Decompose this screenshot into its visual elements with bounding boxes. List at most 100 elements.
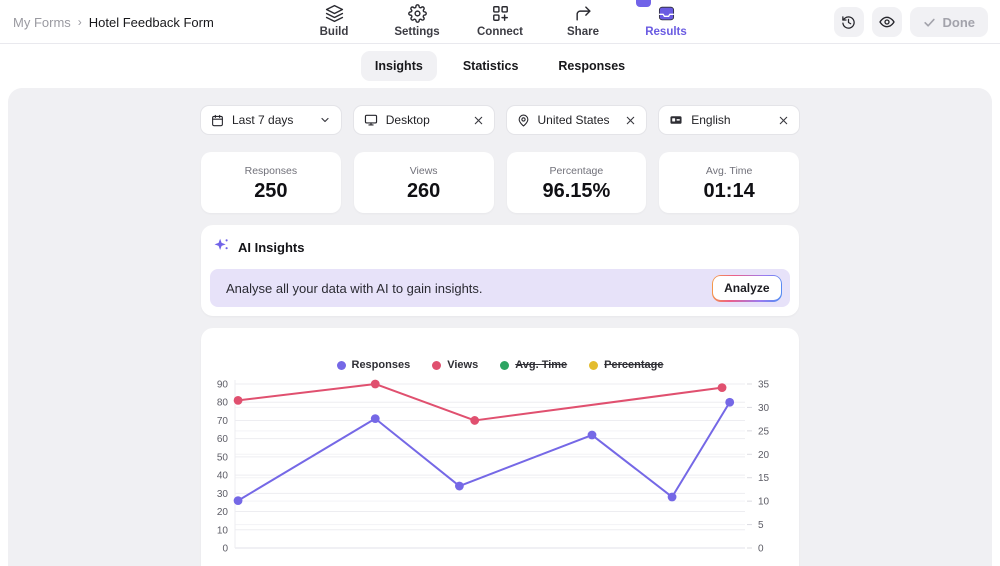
stat-card-percentage: Percentage 96.15%	[506, 152, 647, 213]
svg-text:20: 20	[217, 507, 229, 518]
grid-plus-icon	[491, 4, 510, 23]
topbar-actions: Done	[833, 7, 988, 37]
svg-text:35: 35	[758, 380, 770, 391]
sparkle-icon	[213, 237, 229, 258]
legend-item-percentage[interactable]: Percentage	[589, 359, 663, 371]
inbox-icon	[657, 4, 676, 23]
stat-card-views: Views 260	[353, 152, 494, 213]
close-icon[interactable]	[625, 115, 636, 126]
ai-insights-title: AI Insights	[238, 240, 305, 255]
svg-text:20: 20	[758, 450, 770, 461]
legend-dot-icon	[432, 360, 442, 370]
svg-text:40: 40	[217, 471, 229, 482]
analyze-button[interactable]: Analyze	[713, 276, 781, 300]
legend-label: Views	[447, 359, 479, 371]
chart-legend: Responses Views Avg. Time Percentage	[201, 328, 799, 371]
stats-row: Responses 250 Views 260 Percentage 96.15…	[201, 152, 799, 213]
breadcrumb-form-name: Hotel Feedback Form	[88, 14, 214, 30]
svg-text:30: 30	[758, 403, 770, 414]
map-pin-icon	[517, 114, 530, 127]
svg-text:25: 25	[758, 426, 770, 437]
results-tabs: Insights Statistics Responses	[0, 44, 1000, 88]
svg-text:90: 90	[217, 380, 229, 391]
check-icon	[923, 18, 935, 27]
filter-language-label: English	[691, 113, 731, 127]
svg-text:10: 10	[217, 525, 229, 536]
chevron-down-icon[interactable]	[319, 114, 331, 126]
calendar-icon	[211, 114, 224, 127]
ai-insights-header: AI Insights	[210, 237, 790, 258]
nav-label-build: Build	[319, 26, 349, 38]
tab-insights[interactable]: Insights	[360, 51, 437, 81]
nav-label-settings: Settings	[394, 26, 440, 38]
tab-statistics[interactable]: Statistics	[462, 59, 519, 73]
legend-dot-icon	[589, 360, 599, 370]
stat-value: 01:14	[703, 180, 755, 202]
legend-label: Percentage	[604, 359, 664, 371]
legend-dot-icon	[500, 360, 510, 370]
ai-insights-banner: Analyse all your data with AI to gain in…	[210, 269, 790, 307]
line-chart[interactable]: 0 10 20 30 40 50 60 70 80 90 0 5 10 15 20 25 30 35	[201, 376, 799, 566]
stat-label: Avg. Time	[705, 165, 753, 177]
stat-card-responses: Responses 250	[201, 152, 341, 213]
breadcrumb-separator-icon: ›	[77, 15, 82, 29]
top-navbar: My Forms › Hotel Feedback Form Build Set…	[0, 0, 1000, 44]
done-label: Done	[942, 14, 976, 30]
done-button[interactable]: Done	[909, 7, 988, 37]
legend-item-avg-time[interactable]: Avg. Time	[500, 359, 567, 371]
filter-device-label: Desktop	[385, 113, 430, 127]
legend-item-views[interactable]: Views	[432, 359, 478, 371]
breadcrumb-my-forms[interactable]: My Forms	[13, 14, 71, 30]
close-icon[interactable]	[778, 115, 789, 126]
svg-text:10: 10	[758, 497, 770, 508]
gear-icon	[407, 4, 427, 23]
stat-label: Views	[409, 165, 438, 177]
history-button[interactable]	[833, 7, 864, 37]
nav-label-results: Share	[567, 26, 599, 38]
svg-text:0: 0	[758, 544, 764, 555]
nav-item-results[interactable]: Results	[643, 4, 689, 38]
nav-item-settings[interactable]: Settings	[394, 4, 440, 38]
nav-item-build[interactable]: Build	[311, 4, 357, 38]
legend-label: Responses	[351, 359, 411, 371]
stat-value: 250	[254, 180, 288, 202]
filter-bar: Last 7 days Desktop	[201, 106, 799, 134]
filter-country[interactable]: United States	[506, 106, 647, 134]
legend-item-responses[interactable]: Responses	[336, 359, 411, 371]
stat-value: 260	[406, 180, 441, 202]
ai-insights-message: Analyse all your data with AI to gain in…	[226, 280, 483, 296]
analyze-button-border: Analyze	[711, 274, 782, 302]
language-icon	[669, 113, 683, 127]
eye-icon	[878, 16, 895, 28]
svg-text:0: 0	[222, 544, 228, 555]
svg-text:50: 50	[217, 452, 229, 463]
share-arrow-icon	[574, 4, 593, 23]
svg-text:15: 15	[758, 473, 770, 484]
svg-text:70: 70	[217, 416, 229, 427]
nav-label-connect: Connect	[477, 26, 523, 38]
legend-dot-icon	[336, 360, 346, 370]
nav-item-connect[interactable]: Connect	[477, 4, 523, 38]
nav-item-share[interactable]: Share	[560, 4, 606, 38]
stat-value: 96.15%	[542, 180, 611, 202]
chart-card: Responses Views Avg. Time Percentage 0 10 20 3…	[201, 328, 799, 566]
filter-device[interactable]: Desktop	[353, 106, 494, 134]
svg-text:5: 5	[758, 520, 764, 531]
floating-cursor-fragment	[636, 0, 651, 7]
history-icon	[842, 15, 855, 29]
monitor-icon	[364, 113, 378, 127]
filter-language[interactable]: English	[659, 106, 799, 134]
filter-date-range[interactable]: Last 7 days	[201, 106, 341, 134]
legend-label: Avg. Time	[515, 359, 568, 371]
nav-label-results: Results	[645, 26, 687, 38]
layers-icon	[325, 4, 344, 23]
preview-button[interactable]	[871, 7, 902, 37]
main-nav: Build Settings Connect Share	[311, 4, 689, 38]
svg-text:80: 80	[217, 398, 229, 409]
tab-responses[interactable]: Responses	[558, 59, 626, 73]
ai-insights-card: AI Insights Analyse all your data with A…	[201, 225, 799, 316]
stat-card-avg-time: Avg. Time 01:14	[659, 152, 799, 213]
filter-country-label: United States	[537, 113, 610, 127]
close-icon[interactable]	[473, 115, 484, 126]
